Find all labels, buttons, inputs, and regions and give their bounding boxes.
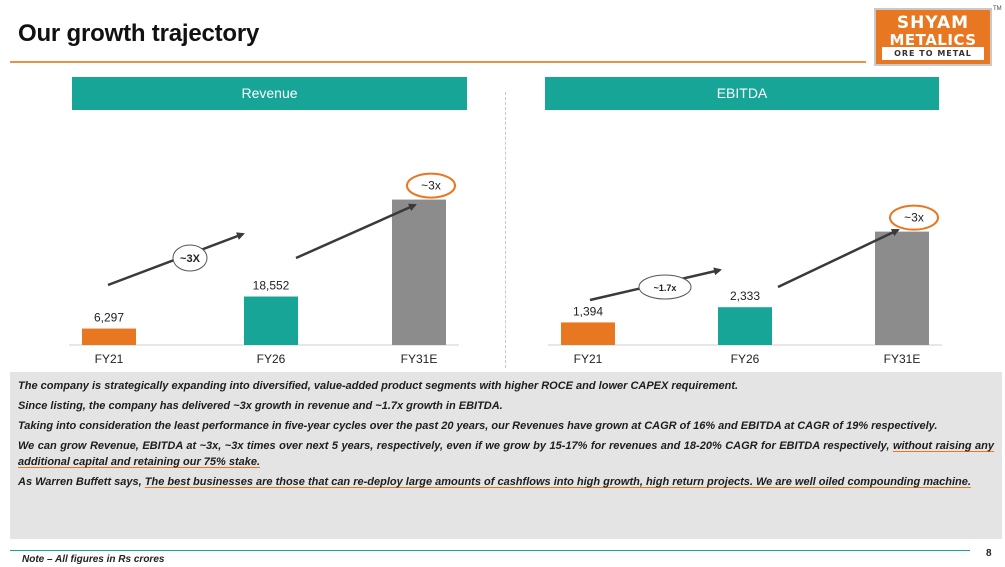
logo-line2: METALICS [889,31,977,49]
ebitda-target-circle [889,204,939,231]
ebitda-data-label-fy31e: ~3x [904,211,924,225]
note-since-listing: Since listing, the company has delivered… [18,400,503,412]
ebitda-tick-label-fy26: FY26 [731,352,760,366]
ebitda-data-label-fy26: 2,333 [730,289,760,303]
footnote: Note – All figures in Rs crores [22,554,165,565]
ebitda-growth-arrow-2 [777,228,900,289]
revenue-bar-fy31e [392,199,446,345]
ebitda-growth-badge [638,274,692,300]
note-cagr: Taking into consideration the least perf… [18,420,938,432]
note-growth-outlook: We can grow Revenue, EBITDA at ~3x, ~3x … [18,438,994,470]
logo-tagline: ORE TO METAL [882,47,984,60]
revenue-tick-label-fy26: FY26 [257,352,286,366]
page-number: 8 [986,548,992,559]
revenue-chart-header: Revenue [72,77,467,110]
revenue-growth-multiple: ~3X [180,253,201,265]
ebitda-bar-fy26 [718,307,772,345]
revenue-data-label-fy31e: ~3x [421,179,441,193]
revenue-data-label-fy26: 18,552 [253,279,290,293]
note-buffett-quote: As Warren Buffett says, The best busines… [18,474,994,490]
revenue-target-circle [406,172,456,199]
ebitda-growth-multiple: ~1.7x [654,283,677,293]
note-growth-text: We can grow Revenue, EBITDA at ~3x, ~3x … [18,440,893,452]
revenue-bar-fy26 [244,296,298,345]
note-strategy: The company is strategically expanding i… [18,380,739,392]
commentary-box: The company is strategically expanding i… [10,372,1002,539]
revenue-tick-label-fy31e: FY31E [401,352,438,366]
logo-line1: SHYAM [896,13,970,33]
ebitda-data-label-fy21: 1,394 [573,304,603,318]
note-growth-highlight: without raising any additional capital a… [18,440,995,468]
footer-rule [10,550,970,551]
note-quote-intro: As Warren Buffett says, [18,476,145,488]
revenue-bar-fy21 [82,328,136,345]
title-underline [10,61,866,63]
ebitda-chart-header: EBITDA [545,77,939,110]
revenue-growth-badge [172,244,208,272]
chart-divider [505,92,506,368]
ebitda-bar-fy21 [561,322,615,345]
note-quote-highlight: The best businesses are those that can r… [144,476,971,488]
revenue-tick-label-fy21: FY21 [95,352,124,366]
page-title: Our growth trajectory [18,20,260,47]
trademark-mark: TM [993,6,1002,12]
revenue-data-label-fy21: 6,297 [94,311,124,325]
ebitda-tick-label-fy21: FY21 [574,352,603,366]
growth-charts: FY21 6,297 FY26 18,552 FY31E ~3x ~3X FY21 1,394 F… [69,172,942,366]
ebitda-bar-fy31e [875,231,929,345]
company-logo: SHYAM METALICS ORE TO METAL [874,8,992,66]
revenue-growth-arrow-2 [295,203,417,260]
ebitda-tick-label-fy31e: FY31E [884,352,921,366]
